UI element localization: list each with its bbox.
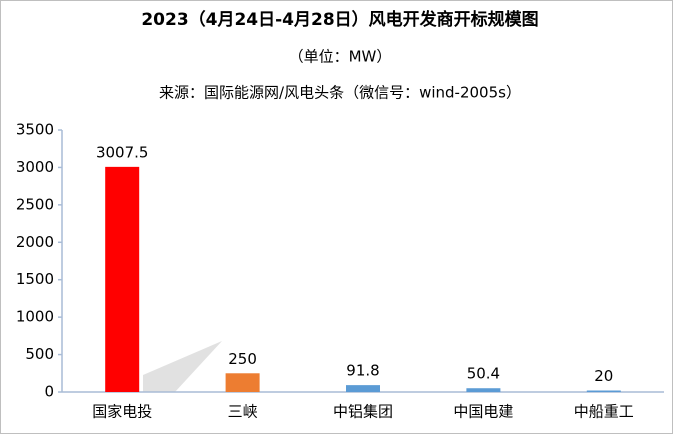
y-tick-label: 3000	[16, 158, 54, 176]
bar	[105, 166, 140, 392]
x-tick-label: 中铝集团	[333, 403, 393, 421]
y-tick-label: 2000	[16, 233, 54, 251]
y-tick-label: 500	[25, 345, 54, 363]
value-label: 91.8	[346, 362, 379, 380]
x-tick-label: 中国电建	[453, 403, 513, 421]
y-tick-label: 2500	[16, 195, 54, 213]
value-label: 50.4	[467, 365, 500, 383]
y-tick-label: 1500	[16, 270, 54, 288]
bar	[346, 385, 380, 392]
chart-subtitle: （单位：MW）	[289, 48, 392, 66]
value-label: 3007.5	[96, 143, 149, 161]
bar	[225, 373, 260, 392]
y-tick-label: 0	[44, 383, 54, 401]
bar	[466, 388, 501, 392]
value-label: 20	[594, 367, 613, 385]
value-label: 250	[228, 350, 257, 368]
bar	[586, 390, 621, 392]
chart-source: 来源：国际能源网/风电头条（微信号：wind-2005s）	[159, 84, 521, 102]
y-tick-label: 3500	[16, 121, 54, 139]
x-tick-label: 国家电投	[92, 403, 152, 421]
bar-shadow	[143, 341, 222, 392]
y-tick-label: 1000	[16, 308, 54, 326]
chart-title: 2023（4月24日-4月28日）风电开发商开标规模图	[141, 9, 538, 30]
x-tick-label: 中船重工	[574, 403, 634, 421]
x-tick-label: 三峡	[228, 403, 258, 421]
